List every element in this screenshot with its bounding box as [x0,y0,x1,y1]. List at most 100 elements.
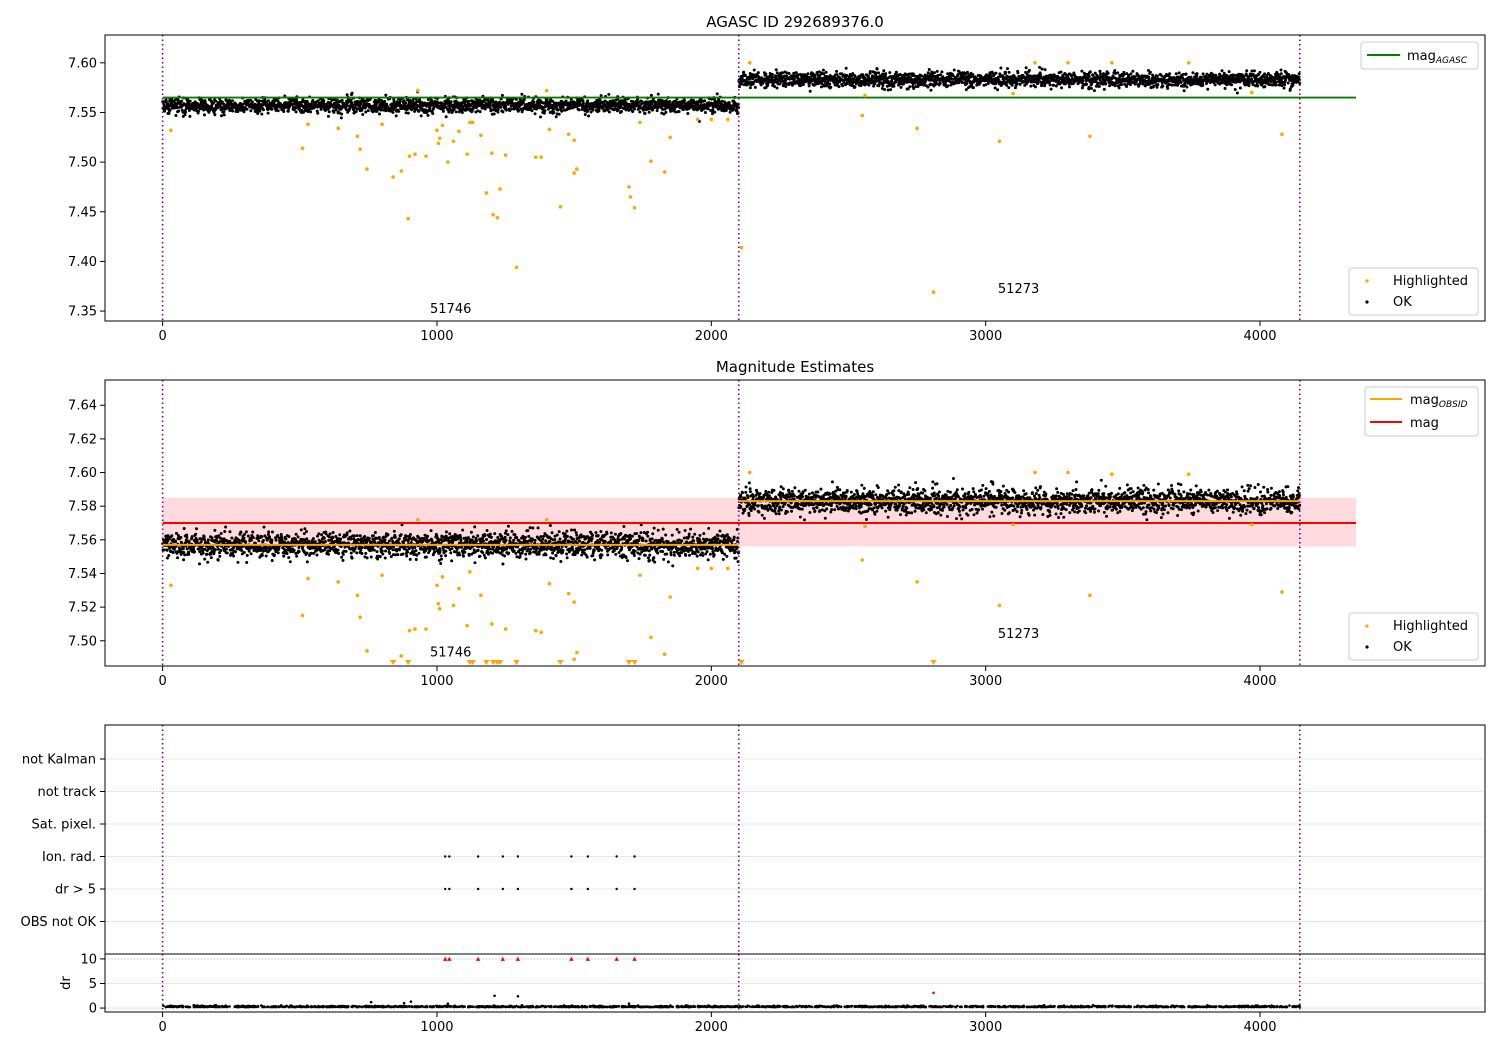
ok-point [205,552,209,556]
ok-point [794,71,798,75]
ok-point [539,115,543,119]
panel-agasc-xtick-label: 4000 [1243,329,1276,344]
ok-point [801,83,805,87]
ok-point [1195,74,1199,78]
ok-point [569,97,573,101]
ok-point [501,110,505,114]
highlighted-point [451,139,456,144]
ok-point [340,555,344,559]
ok-point [177,109,181,113]
ok-point [1182,89,1186,93]
ok-point [827,79,831,83]
ok-point [294,532,298,536]
ok-point [933,71,937,75]
ok-point [677,110,681,114]
ok-point [661,107,665,111]
ok-point [774,74,778,78]
ok-point [406,111,410,115]
ok-point [174,113,178,117]
ok-point [638,110,642,114]
ok-point [328,532,332,536]
highlighted-point [638,120,642,125]
ok-point [275,107,279,111]
ok-point [338,533,342,537]
ok-point [398,99,402,103]
ok-point [383,99,387,103]
ok-point [1081,79,1085,83]
ok-point [1024,66,1028,70]
ok-point [349,551,353,555]
ok-point [775,86,779,90]
ok-point [181,547,185,551]
ok-point [287,534,291,538]
ok-point [353,534,357,538]
ok-point [276,109,280,113]
ok-point [549,98,553,102]
ok-point [664,110,668,114]
ok-point [1213,83,1217,87]
panel-magnitude-estimates-title: Magnitude Estimates [716,358,874,376]
ok-point [504,104,508,108]
ok-point [1004,70,1008,74]
ok-point [391,110,395,114]
ok-point [583,113,587,117]
ok-point [552,110,556,114]
ok-point [212,101,216,105]
observation-label: 51746 [430,302,471,317]
ok-point [720,99,724,103]
ok-point [971,86,975,90]
ok-point [1088,70,1092,74]
highlighted-point [407,154,412,158]
ok-point [377,99,381,103]
ok-point [245,107,249,111]
ok-point [703,111,707,115]
highlighted-point [484,191,489,195]
ok-point [454,110,458,114]
ok-point [303,527,307,531]
ok-point [185,536,189,540]
ok-point [305,100,309,104]
ok-point [316,99,320,103]
ok-point [1258,70,1262,74]
ok-point [1168,72,1172,76]
ok-point [452,108,456,112]
ok-point [240,549,244,553]
ok-point [711,108,715,112]
ok-point [261,108,265,112]
ok-point [1148,70,1152,74]
ok-point [166,102,170,106]
ok-point [199,540,203,544]
ok-point [1113,84,1117,88]
ok-point [219,548,223,552]
ok-point [266,99,270,103]
ok-point [179,536,183,540]
ok-point [844,66,848,70]
ok-point [778,82,782,86]
ok-point [266,111,270,115]
ok-point [674,110,678,114]
ok-point [183,553,187,557]
ok-point [581,101,585,105]
ok-point [598,98,602,102]
ok-point [186,98,190,102]
highlighted-point [539,155,544,159]
ok-point [1067,85,1071,89]
highlighted-point [739,245,744,250]
ok-point [320,533,324,537]
panel-agasc-xtick-label: 1000 [420,329,453,344]
ok-point [305,560,309,564]
ok-point [344,549,348,553]
ok-point [336,548,340,552]
ok-point [629,107,633,111]
ok-point [1049,87,1053,91]
ok-point [272,553,276,557]
highlighted-point [479,133,483,138]
ok-point [262,525,266,529]
ok-point [419,114,423,118]
highlighted-point [566,132,571,137]
ok-point [236,110,240,114]
ok-point [1206,87,1210,91]
ok-point [1040,67,1044,71]
